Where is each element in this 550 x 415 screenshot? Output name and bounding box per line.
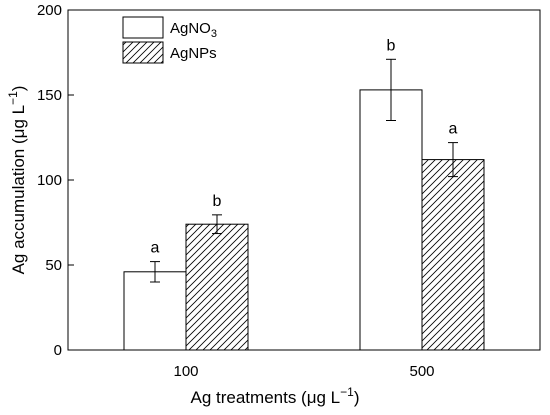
legend: AgNO3 AgNPs xyxy=(122,16,217,64)
y-tick-label-2: 100 xyxy=(37,172,62,189)
bar-agnps-100 xyxy=(185,223,249,351)
significance-label-agnps-100: b xyxy=(213,193,222,210)
y-tick-label-0: 0 xyxy=(54,342,62,359)
error-bar-agno3-100 xyxy=(150,261,160,283)
bar-agno3-100 xyxy=(123,271,187,351)
y-tick-label-1: 50 xyxy=(45,257,62,274)
significance-label-agno3-100: a xyxy=(151,240,160,257)
significance-label-agnps-500: a xyxy=(449,121,458,138)
bar-agnps-500 xyxy=(421,159,485,351)
significance-label-agno3-500: b xyxy=(387,37,396,54)
x-axis: 100 500 xyxy=(173,344,435,380)
y-tick-label-4: 200 xyxy=(37,2,62,19)
x-tick-label-1: 500 xyxy=(409,363,434,380)
y-tick-label-3: 150 xyxy=(37,87,62,104)
legend-swatch-agnps xyxy=(122,41,164,64)
error-bar-agnps-100 xyxy=(212,214,222,235)
plot-area: a b b a xyxy=(123,37,485,351)
y-axis: 0 50 100 150 200 xyxy=(37,2,74,359)
error-bar-agno3-500 xyxy=(386,58,396,121)
legend-label-agnps: AgNPs xyxy=(170,45,217,62)
y-axis-label: Ag accumulation (μg L−1) xyxy=(6,86,28,275)
bar-agno3-500 xyxy=(359,89,423,351)
error-bar-agnps-500 xyxy=(448,142,458,178)
legend-swatch-agno3 xyxy=(122,16,164,39)
legend-label-agno3: AgNO3 xyxy=(170,20,217,40)
x-axis-label: Ag treatments (μg L−1) xyxy=(191,385,360,407)
x-tick-label-0: 100 xyxy=(173,363,198,380)
